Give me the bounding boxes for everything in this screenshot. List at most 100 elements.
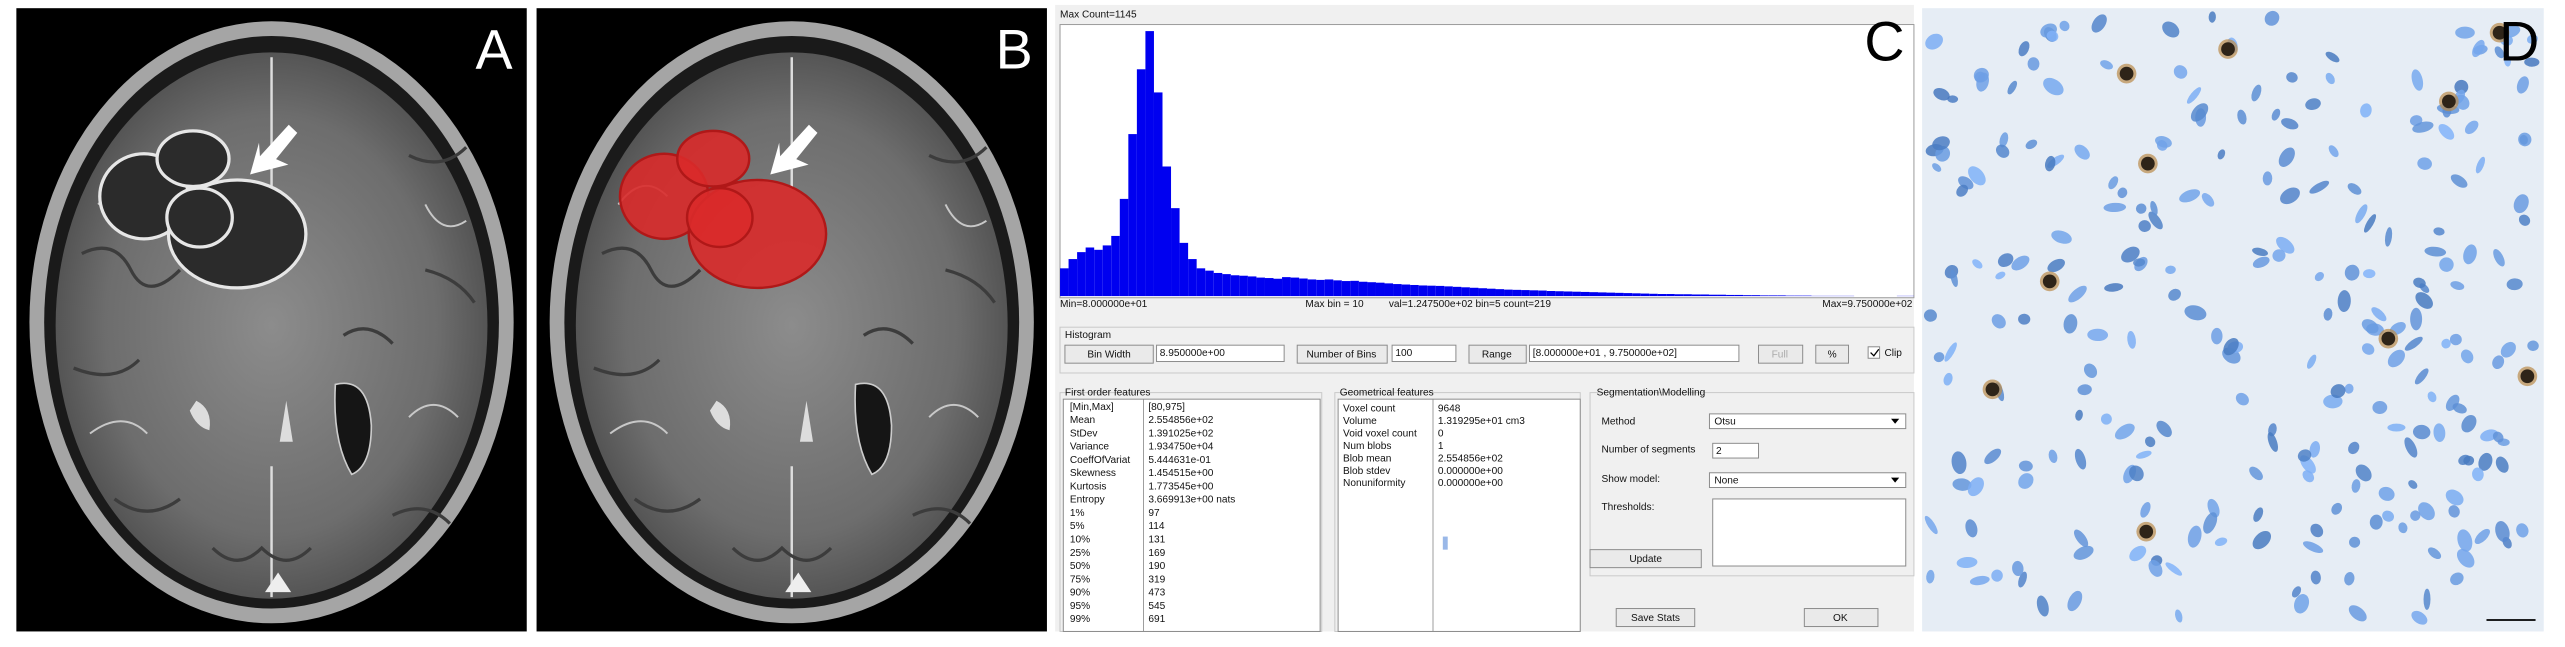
clip-checkbox[interactable] [1867, 346, 1881, 359]
row-value: 97 [1148, 508, 1160, 519]
nucleus [2411, 69, 2424, 91]
histogram-bar [1461, 287, 1470, 297]
histogram-bar [1708, 294, 1718, 297]
nucleus [2475, 156, 2486, 174]
bin-width-field[interactable] [1156, 344, 1285, 363]
button-text: OK [1833, 613, 1848, 624]
nucleus [2048, 449, 2058, 464]
nucleus [2249, 466, 2263, 481]
row-value: 1.391025e+02 [1148, 429, 1213, 440]
nucleus [2235, 392, 2249, 406]
nucleus [2129, 545, 2147, 562]
histogram-bar [1504, 289, 1513, 297]
nucleus [2156, 420, 2172, 438]
row-label: Blob stdev [1343, 466, 1391, 477]
nucleus [2184, 305, 2207, 321]
nucleus [2382, 510, 2395, 522]
histogram-bar [1299, 278, 1308, 297]
nucleus [1973, 67, 1989, 83]
nucleus [1952, 478, 1972, 491]
histogram-bar [1213, 272, 1223, 297]
histogram-bar [1384, 283, 1394, 297]
full-button[interactable] [1758, 344, 1804, 364]
nucleus [2495, 521, 2510, 543]
nucleus [2150, 200, 2158, 216]
nucleus [2438, 123, 2455, 140]
histogram-bar [1538, 290, 1547, 297]
nucleus [2330, 384, 2346, 399]
model-dropdown[interactable] [1708, 472, 1907, 488]
nucleus [2526, 34, 2538, 44]
dropdown-text: None [1714, 476, 1739, 487]
range-field[interactable] [1529, 344, 1740, 363]
histogram-bar [1657, 294, 1667, 297]
nucleus [2310, 570, 2321, 585]
nucleus [2129, 465, 2144, 482]
nucleus [2201, 193, 2215, 207]
nucleus [2472, 39, 2485, 58]
nucleus [2207, 498, 2220, 518]
nucleus [2262, 171, 2273, 186]
save-button[interactable] [1615, 608, 1696, 628]
row-label: Void voxel count [1343, 429, 1417, 440]
row-value: 0.000000e+00 [1438, 478, 1503, 489]
nucleus [2408, 480, 2418, 489]
nucleus [2155, 136, 2172, 148]
range-button[interactable] [1468, 344, 1527, 364]
nucleus [2344, 383, 2354, 394]
nucleus [2083, 363, 2098, 379]
histogram-bar [1691, 294, 1701, 297]
nucleus [2494, 46, 2505, 59]
nucleus [1925, 33, 1943, 50]
field-label: Method [1601, 417, 1635, 428]
nucleus [2114, 423, 2135, 440]
field-text: [8.000000e+01 , 9.750000e+02] [1533, 348, 1677, 359]
nucleus [2323, 308, 2333, 321]
histogram-bar [1427, 285, 1436, 297]
row-value: 0 [1438, 429, 1444, 440]
nucleus [1943, 372, 1953, 386]
dropdown-text: Otsu [1714, 417, 1735, 428]
nucleus [2018, 571, 2027, 588]
histogram-bar [1563, 291, 1573, 297]
field-text: 2 [1716, 446, 1722, 457]
bins-field[interactable] [1391, 344, 1457, 363]
histogram-min: Min=8.000000e+01 [1060, 299, 1148, 310]
nucleus [2460, 349, 2474, 364]
histogram-bar [1418, 285, 1428, 297]
percent-button[interactable] [1815, 344, 1849, 364]
nucleus [2025, 139, 2038, 150]
histogram-bar [1230, 275, 1240, 297]
nucleus [2454, 79, 2469, 94]
nucleus [2361, 319, 2379, 334]
nucleus [1950, 269, 1958, 287]
update-button[interactable] [1589, 549, 1702, 569]
nucleus [2073, 529, 2089, 547]
row-value: 5.444631e-01 [1148, 455, 1211, 466]
row-value: 114 [1148, 521, 1165, 532]
histogram-bar [1341, 281, 1351, 297]
group-title: First order features [1065, 387, 1151, 398]
bins-button[interactable] [1296, 344, 1388, 364]
stained-cell [2119, 66, 2134, 81]
row-value: 9648 [1438, 404, 1461, 415]
nucleus [2433, 227, 2445, 236]
segments-field[interactable] [1712, 442, 1760, 459]
nucleus [2450, 281, 2465, 290]
nucleus [2179, 189, 2201, 203]
nucleus [2363, 269, 2376, 279]
nucleus [2427, 547, 2442, 560]
nucleus [1933, 352, 1945, 363]
ok-button[interactable] [1803, 608, 1879, 628]
button-text: Full [1772, 350, 1788, 361]
nucleus [2355, 464, 2372, 482]
bin-width-button[interactable] [1064, 344, 1154, 364]
row-label: Variance [1070, 442, 1110, 453]
nucleus [2387, 423, 2406, 432]
nucleus [2175, 609, 2183, 623]
nucleus [2450, 572, 2464, 586]
row-value: 2.554856e+02 [1148, 415, 1213, 426]
nucleus [2165, 562, 2183, 576]
row-label: 50% [1070, 561, 1090, 572]
method-dropdown[interactable] [1708, 413, 1907, 430]
